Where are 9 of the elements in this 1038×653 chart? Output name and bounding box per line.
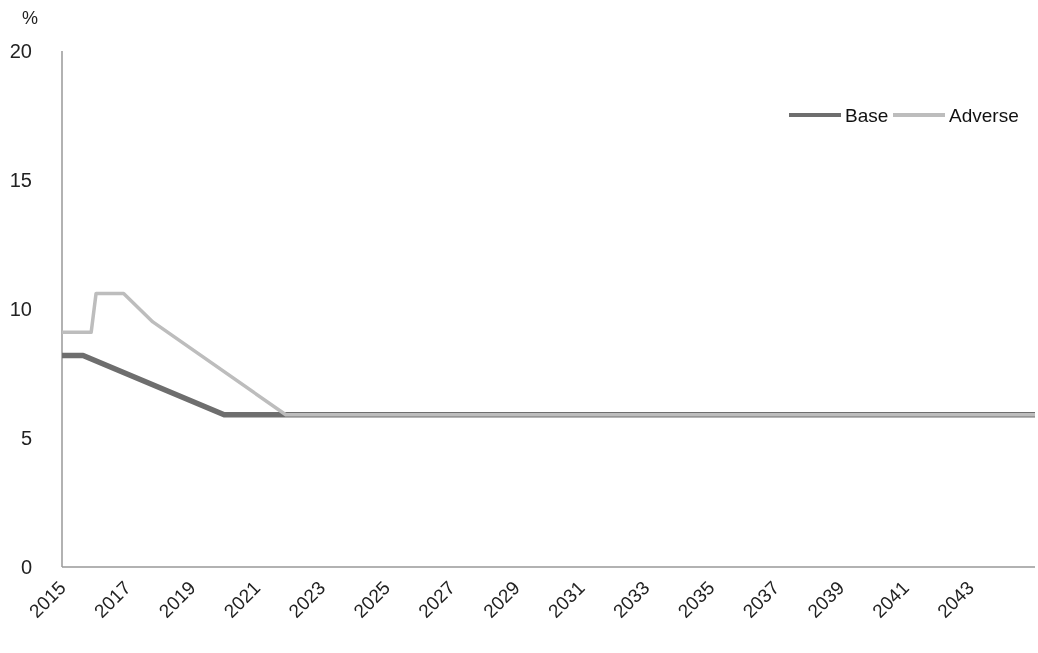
- y-tick-label: 10: [9, 298, 32, 320]
- legend-label: Adverse: [949, 105, 1019, 126]
- y-tick-label: 15: [9, 169, 32, 191]
- y-tick-label: 5: [20, 427, 32, 449]
- y-tick-label: 20: [9, 40, 32, 62]
- y-tick-label: 0: [20, 556, 32, 578]
- line-series: [60, 291, 1037, 417]
- y-axis-title: %: [22, 8, 39, 28]
- legend-label: Base: [845, 105, 889, 126]
